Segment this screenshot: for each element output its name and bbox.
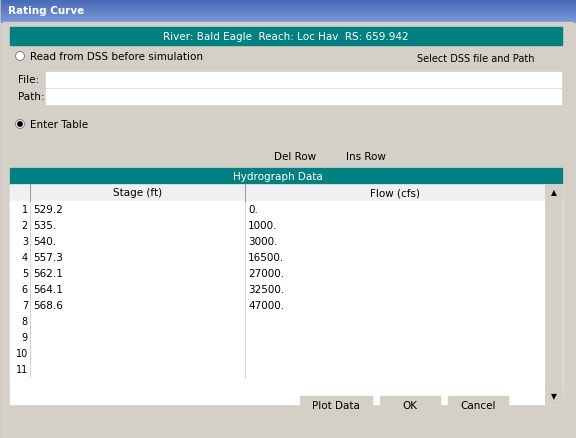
Text: File:: File: — [18, 75, 39, 85]
Text: 9: 9 — [22, 332, 28, 342]
Text: 6: 6 — [22, 284, 28, 294]
Text: 535.: 535. — [33, 220, 56, 230]
Bar — [46, 73, 561, 88]
Bar — [448, 396, 508, 415]
Text: Path:: Path: — [18, 92, 44, 102]
Bar — [388, 49, 563, 69]
Text: Flow (cfs): Flow (cfs) — [370, 188, 420, 198]
Bar — [10, 169, 562, 404]
Bar — [1, 17, 575, 18]
Bar — [1, 14, 575, 15]
Bar — [1, 12, 575, 13]
Text: Plot Data: Plot Data — [312, 401, 360, 410]
Bar — [380, 396, 440, 415]
Text: 2: 2 — [22, 220, 28, 230]
Text: 0.: 0. — [248, 205, 258, 215]
Bar — [545, 184, 562, 404]
Text: River: Bald Eagle  Reach: Loc Hav  RS: 659.942: River: Bald Eagle Reach: Loc Hav RS: 659… — [163, 32, 409, 42]
Text: Ins Row: Ins Row — [346, 152, 386, 162]
Text: Stage (ft): Stage (ft) — [113, 188, 162, 198]
Bar — [334, 148, 399, 166]
Text: 16500.: 16500. — [248, 252, 284, 262]
Bar — [1, 15, 575, 16]
Bar — [1, 16, 575, 17]
Bar — [46, 73, 561, 88]
Bar — [10, 233, 545, 249]
Bar — [10, 361, 545, 377]
Text: 1: 1 — [22, 205, 28, 215]
Bar — [1, 1, 575, 2]
Bar — [10, 313, 545, 329]
Bar — [10, 249, 545, 265]
Bar — [1, 21, 575, 22]
Bar — [10, 297, 545, 313]
Text: 540.: 540. — [33, 237, 56, 247]
Text: ▲: ▲ — [551, 188, 556, 197]
Bar — [1, 2, 575, 3]
Bar — [10, 265, 545, 281]
Bar — [300, 396, 372, 415]
Bar — [1, 4, 575, 5]
Text: Rating Curve: Rating Curve — [8, 6, 84, 16]
Bar — [46, 90, 561, 105]
Bar — [1, 5, 575, 6]
Circle shape — [18, 123, 22, 127]
Bar — [1, 3, 575, 4]
Bar — [10, 329, 545, 345]
Bar — [545, 388, 562, 404]
Bar — [1, 19, 575, 20]
Text: 10: 10 — [16, 348, 28, 358]
Text: Enter Table: Enter Table — [30, 120, 88, 130]
Bar — [1, 11, 575, 12]
Text: 8: 8 — [22, 316, 28, 326]
Text: 11: 11 — [16, 364, 28, 374]
Text: ▼: ▼ — [551, 392, 556, 401]
Bar — [390, 51, 561, 67]
Text: 557.3: 557.3 — [33, 252, 63, 262]
Bar — [1, 7, 575, 8]
Bar — [545, 184, 562, 201]
Text: 4: 4 — [22, 252, 28, 262]
Bar — [46, 73, 561, 88]
Bar — [1, 6, 575, 7]
Bar — [10, 184, 545, 201]
Text: 529.2: 529.2 — [33, 205, 63, 215]
Bar — [1, 9, 575, 10]
Bar — [10, 28, 562, 46]
Bar — [10, 201, 545, 218]
Bar — [1, 10, 575, 11]
Text: 47000.: 47000. — [248, 300, 284, 310]
Bar — [1, 13, 575, 14]
Bar — [10, 169, 562, 184]
Text: 3000.: 3000. — [248, 237, 278, 247]
Text: 5: 5 — [22, 268, 28, 279]
Text: 32500.: 32500. — [248, 284, 284, 294]
Text: Select DSS file and Path: Select DSS file and Path — [417, 54, 535, 64]
Bar — [1, 22, 575, 23]
Bar — [10, 218, 545, 233]
Text: 7: 7 — [22, 300, 28, 310]
Text: Hydrograph Data: Hydrograph Data — [233, 172, 323, 182]
Circle shape — [16, 120, 25, 129]
Text: OK: OK — [403, 401, 418, 410]
Text: 27000.: 27000. — [248, 268, 284, 279]
Bar — [263, 148, 328, 166]
Text: 1000.: 1000. — [248, 220, 278, 230]
Bar — [10, 281, 545, 297]
Text: 564.1: 564.1 — [33, 284, 63, 294]
Text: Read from DSS before simulation: Read from DSS before simulation — [30, 52, 203, 62]
Text: Del Row: Del Row — [274, 152, 316, 162]
Text: 562.1: 562.1 — [33, 268, 63, 279]
Circle shape — [16, 53, 25, 61]
Text: Cancel: Cancel — [460, 401, 496, 410]
Bar — [10, 345, 545, 361]
Bar — [1, 20, 575, 21]
Text: 3: 3 — [22, 237, 28, 247]
Bar — [1, 8, 575, 9]
Bar — [1, 18, 575, 19]
Text: 568.6: 568.6 — [33, 300, 63, 310]
